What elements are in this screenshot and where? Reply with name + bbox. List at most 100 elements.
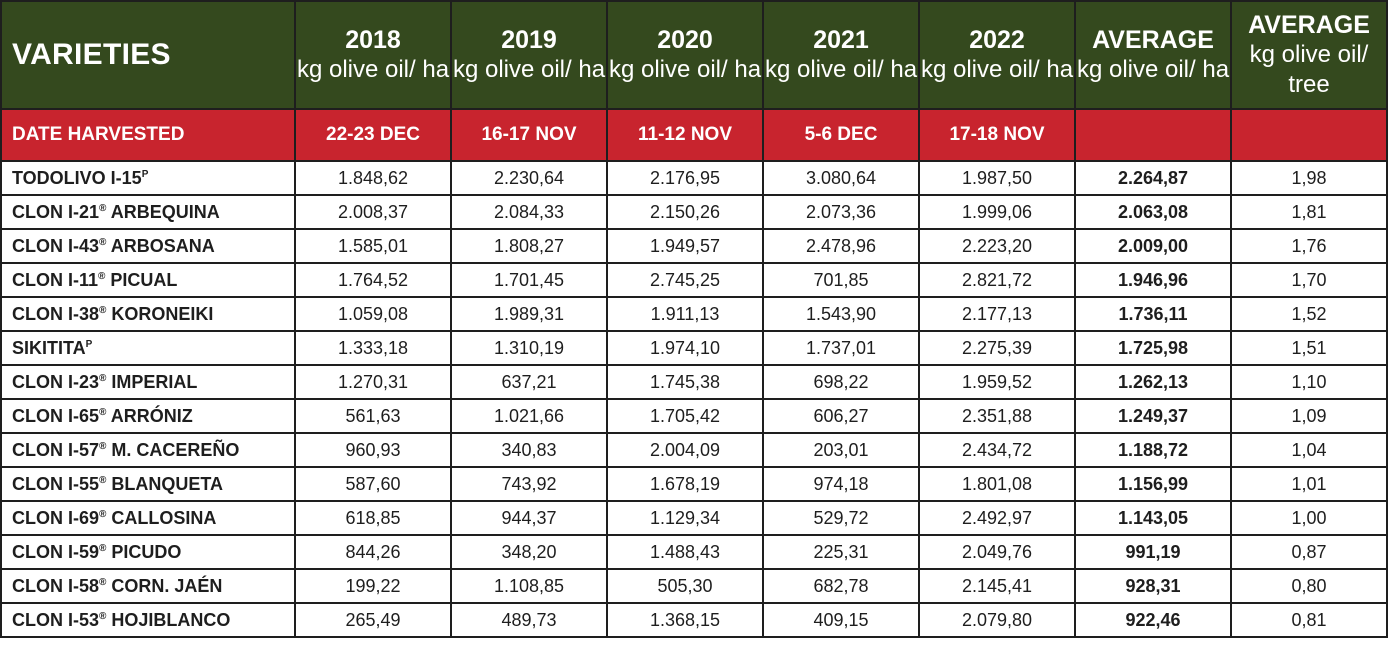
variety-prefix: CLON I-38 [12, 303, 100, 324]
column-header-average-ha: AVERAGE kg olive oil/ ha [1074, 0, 1232, 110]
average-tree-cell: 1,00 [1230, 500, 1388, 536]
yield-cell: 701,85 [762, 262, 920, 298]
yield-cell: 348,20 [450, 534, 608, 570]
yield-cell: 2.821,72 [918, 262, 1076, 298]
variety-name: CLON I-53® HOJIBLANCO [0, 602, 296, 638]
yield-cell: 2.351,88 [918, 398, 1076, 434]
variety-prefix: CLON I-23 [12, 371, 100, 392]
harvest-date: 22-23 DEC [294, 108, 452, 162]
average-ha-cell: 1.262,13 [1074, 364, 1232, 400]
variety-prefix: CLON I-59 [12, 541, 100, 562]
harvest-date: 11-12 NOV [606, 108, 764, 162]
variety-mark: ® [99, 576, 107, 588]
yield-cell: 2.145,41 [918, 568, 1076, 604]
variety-name: CLON I-65® ARRÓNIZ [0, 398, 296, 434]
variety-prefix: CLON I-53 [12, 609, 100, 630]
average-tree-cell: 0,87 [1230, 534, 1388, 570]
variety-mark: ® [99, 610, 107, 622]
variety-prefix: TODOLIVO I-15 [12, 167, 142, 188]
variety-name: CLON I-59® PICUDO [0, 534, 296, 570]
variety-name: CLON I-23® IMPERIAL [0, 364, 296, 400]
yield-cell: 1.129,34 [606, 500, 764, 536]
average-tree-cell: 1,01 [1230, 466, 1388, 502]
average-ha-cell: 991,19 [1074, 534, 1232, 570]
variety-mark: ® [99, 406, 107, 418]
average-ha-cell: 1.188,72 [1074, 432, 1232, 468]
table-row: CLON I-57® M. CACEREÑO 960,93 340,83 2.004,… [0, 432, 1388, 468]
yield-cell: 1.959,52 [918, 364, 1076, 400]
yield-cell: 2.150,26 [606, 194, 764, 230]
column-unit: kg olive oil/ ha [764, 56, 918, 83]
average-tree-cell: 1,98 [1230, 160, 1388, 196]
harvest-date: 16-17 NOV [450, 108, 608, 162]
average-tree-cell: 0,81 [1230, 602, 1388, 638]
variety-mark: ® [99, 474, 107, 486]
variety-mark: ® [99, 440, 107, 452]
variety-mark: ® [99, 202, 107, 214]
variety-suffix: PICUAL [105, 269, 178, 290]
yield-cell: 637,21 [450, 364, 608, 400]
column-unit: kg olive oil/ ha [1076, 56, 1230, 83]
average-ha-cell: 922,46 [1074, 602, 1232, 638]
variety-prefix: CLON I-11 [12, 269, 99, 290]
yield-cell: 265,49 [294, 602, 452, 638]
yield-cell: 682,78 [762, 568, 920, 604]
table-row: CLON I-11® PICUAL 1.764,52 1.701,45 2.745,2… [0, 262, 1388, 298]
yield-cell: 561,63 [294, 398, 452, 434]
yield-cell: 1.705,42 [606, 398, 764, 434]
harvest-date-row: DATE HARVESTED 22-23 DEC 16-17 NOV 11-12… [0, 108, 1388, 162]
column-unit: kg olive oil/ ha [452, 56, 606, 83]
variety-name: CLON I-43® ARBOSANA [0, 228, 296, 264]
yield-cell: 944,37 [450, 500, 608, 536]
variety-prefix: SIKITITA [12, 337, 86, 358]
column-unit: kg olive oil/ ha [920, 56, 1074, 83]
yield-cell: 1.974,10 [606, 330, 764, 366]
table-row: CLON I-53® HOJIBLANCO 265,49 489,73 1.368,1… [0, 602, 1388, 638]
yield-cell: 2.275,39 [918, 330, 1076, 366]
yield-cell: 1.848,62 [294, 160, 452, 196]
yield-cell: 489,73 [450, 602, 608, 638]
variety-prefix: CLON I-65 [12, 405, 100, 426]
yield-cell: 1.911,13 [606, 296, 764, 332]
variety-mark: ® [99, 372, 107, 384]
table-row: CLON I-58® CORN. JAÉN 199,22 1.108,85 505,3… [0, 568, 1388, 604]
column-header-2019: 2019 kg olive oil/ ha [450, 0, 608, 110]
yield-cell: 698,22 [762, 364, 920, 400]
column-header-2020: 2020 kg olive oil/ ha [606, 0, 764, 110]
variety-prefix: CLON I-21 [12, 201, 100, 222]
header-row: VARIETIES 2018 kg olive oil/ ha 2019 kg ol… [0, 0, 1388, 110]
table-header: VARIETIES 2018 kg olive oil/ ha 2019 kg ol… [0, 0, 1388, 162]
yield-cell: 1.678,19 [606, 466, 764, 502]
yield-cell: 618,85 [294, 500, 452, 536]
column-year: 2018 [345, 26, 401, 54]
variety-suffix: ARBOSANA [106, 235, 215, 256]
yield-cell: 340,83 [450, 432, 608, 468]
column-header-average-tree: AVERAGE kg olive oil/ tree [1230, 0, 1388, 110]
table-row: CLON I-23® IMPERIAL 1.270,31 637,21 1.745,3… [0, 364, 1388, 400]
yield-cell: 1.701,45 [450, 262, 608, 298]
variety-name: CLON I-69® CALLOSINA [0, 500, 296, 536]
table-row: CLON I-55® BLANQUETA 587,60 743,92 1.678,19… [0, 466, 1388, 502]
yield-cell: 3.080,64 [762, 160, 920, 196]
yield-cell: 2.177,13 [918, 296, 1076, 332]
variety-suffix: HOJIBLANCO [106, 609, 231, 630]
yield-cell: 409,15 [762, 602, 920, 638]
average-ha-cell: 1.156,99 [1074, 466, 1232, 502]
variety-suffix: BLANQUETA [106, 473, 224, 494]
variety-suffix: CALLOSINA [106, 507, 217, 528]
harvest-label: DATE HARVESTED [0, 108, 296, 162]
variety-name: CLON I-38® KORONEIKI [0, 296, 296, 332]
yield-cell: 2.492,97 [918, 500, 1076, 536]
variety-suffix: IMPERIAL [106, 371, 198, 392]
average-tree-cell: 1,52 [1230, 296, 1388, 332]
table-row: SIKITITAP 1.333,18 1.310,19 1.974,10 1.737,0… [0, 330, 1388, 366]
yield-cell: 2.745,25 [606, 262, 764, 298]
average-ha-cell: 2.063,08 [1074, 194, 1232, 230]
column-year: 2020 [657, 26, 713, 54]
yield-cell: 2.478,96 [762, 228, 920, 264]
yield-cell: 1.999,06 [918, 194, 1076, 230]
average-tree-cell: 1,10 [1230, 364, 1388, 400]
yield-cell: 587,60 [294, 466, 452, 502]
variety-name: CLON I-57® M. CACEREÑO [0, 432, 296, 468]
column-year: 2019 [501, 26, 557, 54]
